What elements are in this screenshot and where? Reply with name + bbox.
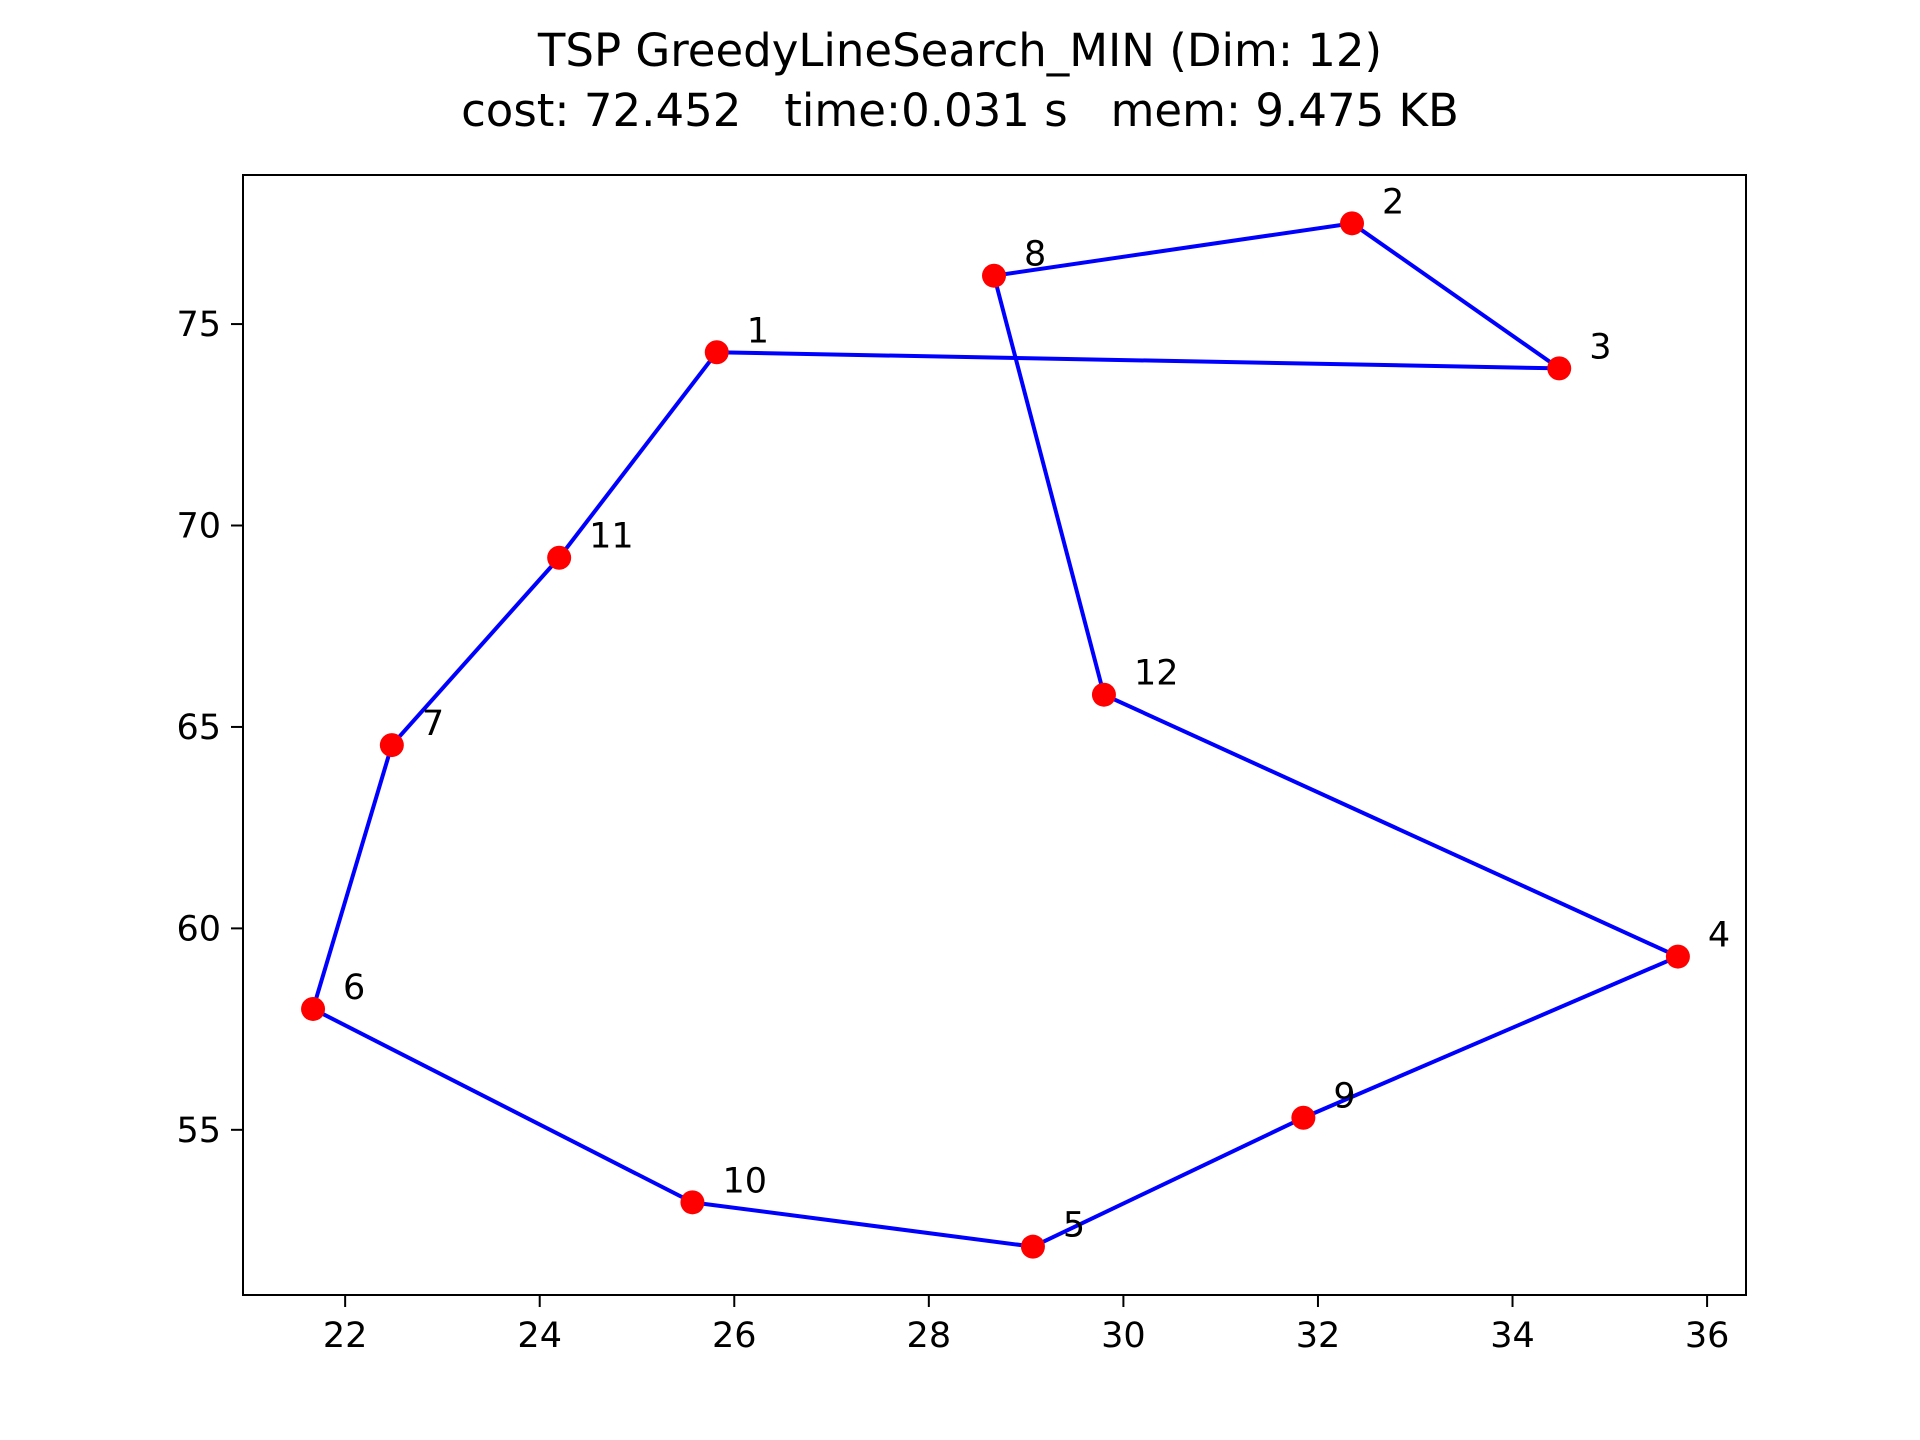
y-tick-label: 55 bbox=[176, 1111, 221, 1151]
route-segment-5-10 bbox=[690, 1200, 1036, 1249]
city-label-5: 5 bbox=[1063, 1206, 1085, 1246]
x-axis: 22 24 26 28 30 32 34 36 bbox=[323, 1295, 1729, 1356]
route-segment-10-6 bbox=[310, 1006, 696, 1206]
city-label-12: 12 bbox=[1134, 654, 1179, 694]
route-segment-3-2 bbox=[1349, 220, 1563, 372]
city-point-5 bbox=[1020, 1234, 1045, 1259]
x-tick-label: 34 bbox=[1490, 1316, 1535, 1356]
city-label-8: 8 bbox=[1024, 235, 1046, 275]
city-label-9: 9 bbox=[1333, 1077, 1355, 1117]
points-layer bbox=[301, 211, 1690, 1259]
axes-frame bbox=[242, 174, 1747, 1296]
y-tick-label: 65 bbox=[176, 708, 221, 748]
city-point-7 bbox=[379, 733, 404, 758]
x-tick-label: 36 bbox=[1685, 1316, 1730, 1356]
city-label-1: 1 bbox=[747, 311, 769, 351]
city-label-6: 6 bbox=[343, 968, 365, 1008]
x-tick-label: 28 bbox=[907, 1316, 952, 1356]
city-label-7: 7 bbox=[422, 704, 444, 744]
city-label-2: 2 bbox=[1382, 182, 1404, 222]
chart-subtitle: cost: 72.452 time:0.031 s mem: 9.475 KB bbox=[461, 84, 1459, 137]
city-point-9 bbox=[1291, 1105, 1316, 1130]
city-point-10 bbox=[680, 1190, 705, 1215]
y-tick-label: 60 bbox=[176, 909, 221, 949]
city-label-10: 10 bbox=[722, 1161, 767, 1201]
city-point-4 bbox=[1665, 944, 1690, 969]
city-label-4: 4 bbox=[1708, 916, 1730, 956]
x-tick-label: 30 bbox=[1101, 1316, 1146, 1356]
city-point-6 bbox=[301, 996, 326, 1021]
route-segment-12-4 bbox=[1101, 692, 1681, 960]
city-point-11 bbox=[547, 545, 572, 570]
route-segment-11-1 bbox=[556, 349, 720, 561]
x-tick-label: 32 bbox=[1296, 1316, 1341, 1356]
route-segment-4-9 bbox=[1300, 953, 1681, 1121]
city-point-1 bbox=[704, 340, 729, 365]
x-tick-label: 22 bbox=[323, 1316, 368, 1356]
y-tick-label: 75 bbox=[176, 305, 221, 345]
city-point-8 bbox=[982, 263, 1007, 288]
route-segment-7-11 bbox=[389, 554, 562, 748]
route-segment-8-12 bbox=[991, 273, 1107, 698]
y-axis: 55 60 65 70 75 bbox=[176, 305, 243, 1151]
x-tick-label: 24 bbox=[517, 1316, 562, 1356]
city-point-2 bbox=[1340, 211, 1365, 236]
route-segment-2-8 bbox=[991, 221, 1355, 278]
city-label-11: 11 bbox=[589, 517, 634, 557]
city-point-12 bbox=[1091, 682, 1116, 707]
x-tick-label: 26 bbox=[712, 1316, 757, 1356]
chart-title: TSP GreedyLineSearch_MIN (Dim: 12) bbox=[537, 24, 1383, 77]
route-segment-1-3 bbox=[714, 350, 1562, 371]
route-segment-6-7 bbox=[310, 742, 395, 1012]
route-layer bbox=[310, 220, 1681, 1250]
route-segment-9-5 bbox=[1030, 1115, 1307, 1250]
y-tick-label: 70 bbox=[176, 507, 221, 547]
city-point-3 bbox=[1547, 356, 1572, 381]
city-label-3: 3 bbox=[1589, 327, 1611, 367]
